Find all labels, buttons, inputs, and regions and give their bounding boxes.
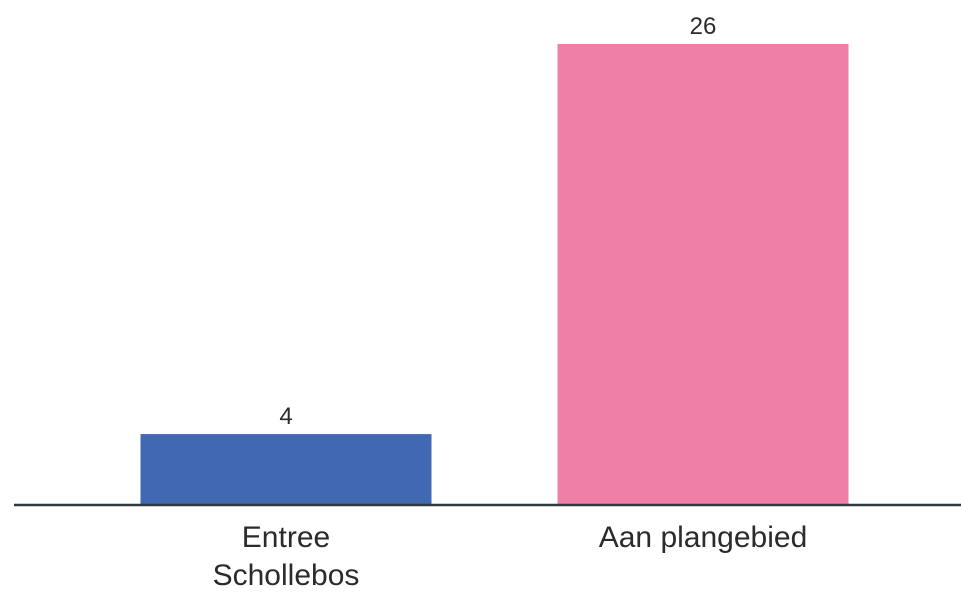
bars-group <box>140 44 849 505</box>
data-label-2: 26 <box>690 13 717 40</box>
bar-2 <box>557 44 849 505</box>
bar-1 <box>140 434 432 505</box>
value-labels-group: 4 26 <box>279 13 716 430</box>
category-label-line: Entree <box>242 521 330 554</box>
data-label-1: 4 <box>279 403 292 430</box>
category-label-line: Aan plangebied <box>599 521 808 554</box>
category-label-line: Schollebos <box>213 559 360 592</box>
category-label-2: Aan plangebied <box>599 521 808 554</box>
category-label-1: Entree Schollebos <box>213 521 360 592</box>
category-labels-group: Entree Schollebos Aan plangebied <box>213 521 808 592</box>
